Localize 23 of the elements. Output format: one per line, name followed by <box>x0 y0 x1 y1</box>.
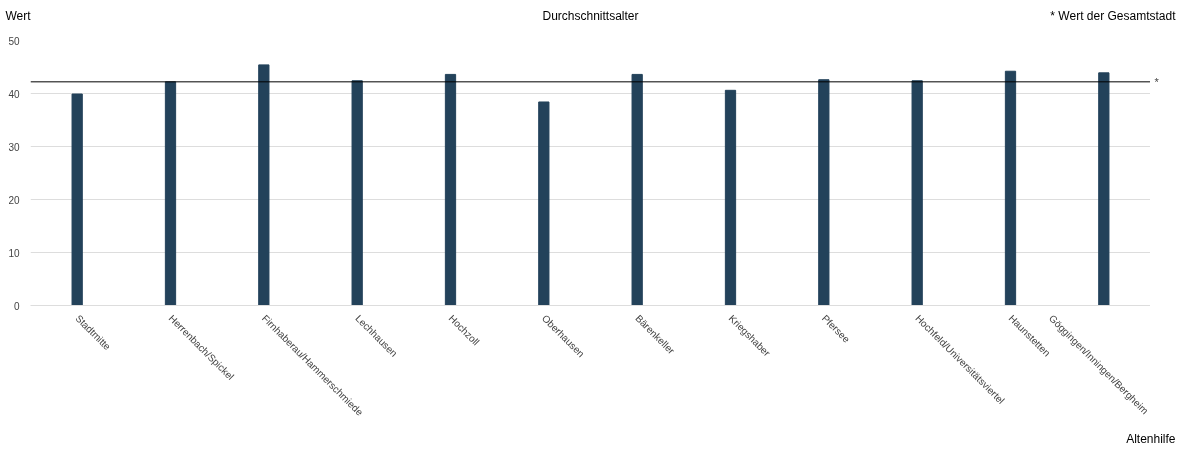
bar <box>1098 72 1110 306</box>
bar <box>444 73 457 306</box>
bar <box>164 81 177 306</box>
y-tick-label: 10 <box>8 247 20 259</box>
text: Altenhilfe <box>1126 431 1176 446</box>
bar <box>351 80 363 306</box>
bar <box>1004 70 1017 306</box>
chart-title: Durchschnittsalter <box>542 8 639 23</box>
y-axis-title: Wert <box>5 8 32 23</box>
bar <box>258 64 270 306</box>
bar <box>631 73 643 306</box>
y-tick-label: 40 <box>8 88 20 100</box>
bar <box>911 80 923 306</box>
ref-line-label: * <box>1154 75 1160 88</box>
y-tick-label: 30 <box>8 141 20 153</box>
bar <box>71 93 83 306</box>
bar <box>538 101 550 306</box>
y-tick-label: 20 <box>8 194 20 206</box>
y-tick-label: 0 <box>13 300 20 312</box>
bar <box>724 89 737 306</box>
y-tick-label: 50 <box>8 35 20 47</box>
text: * Wert der Gesamtstadt <box>1050 8 1177 23</box>
bar <box>818 79 830 306</box>
